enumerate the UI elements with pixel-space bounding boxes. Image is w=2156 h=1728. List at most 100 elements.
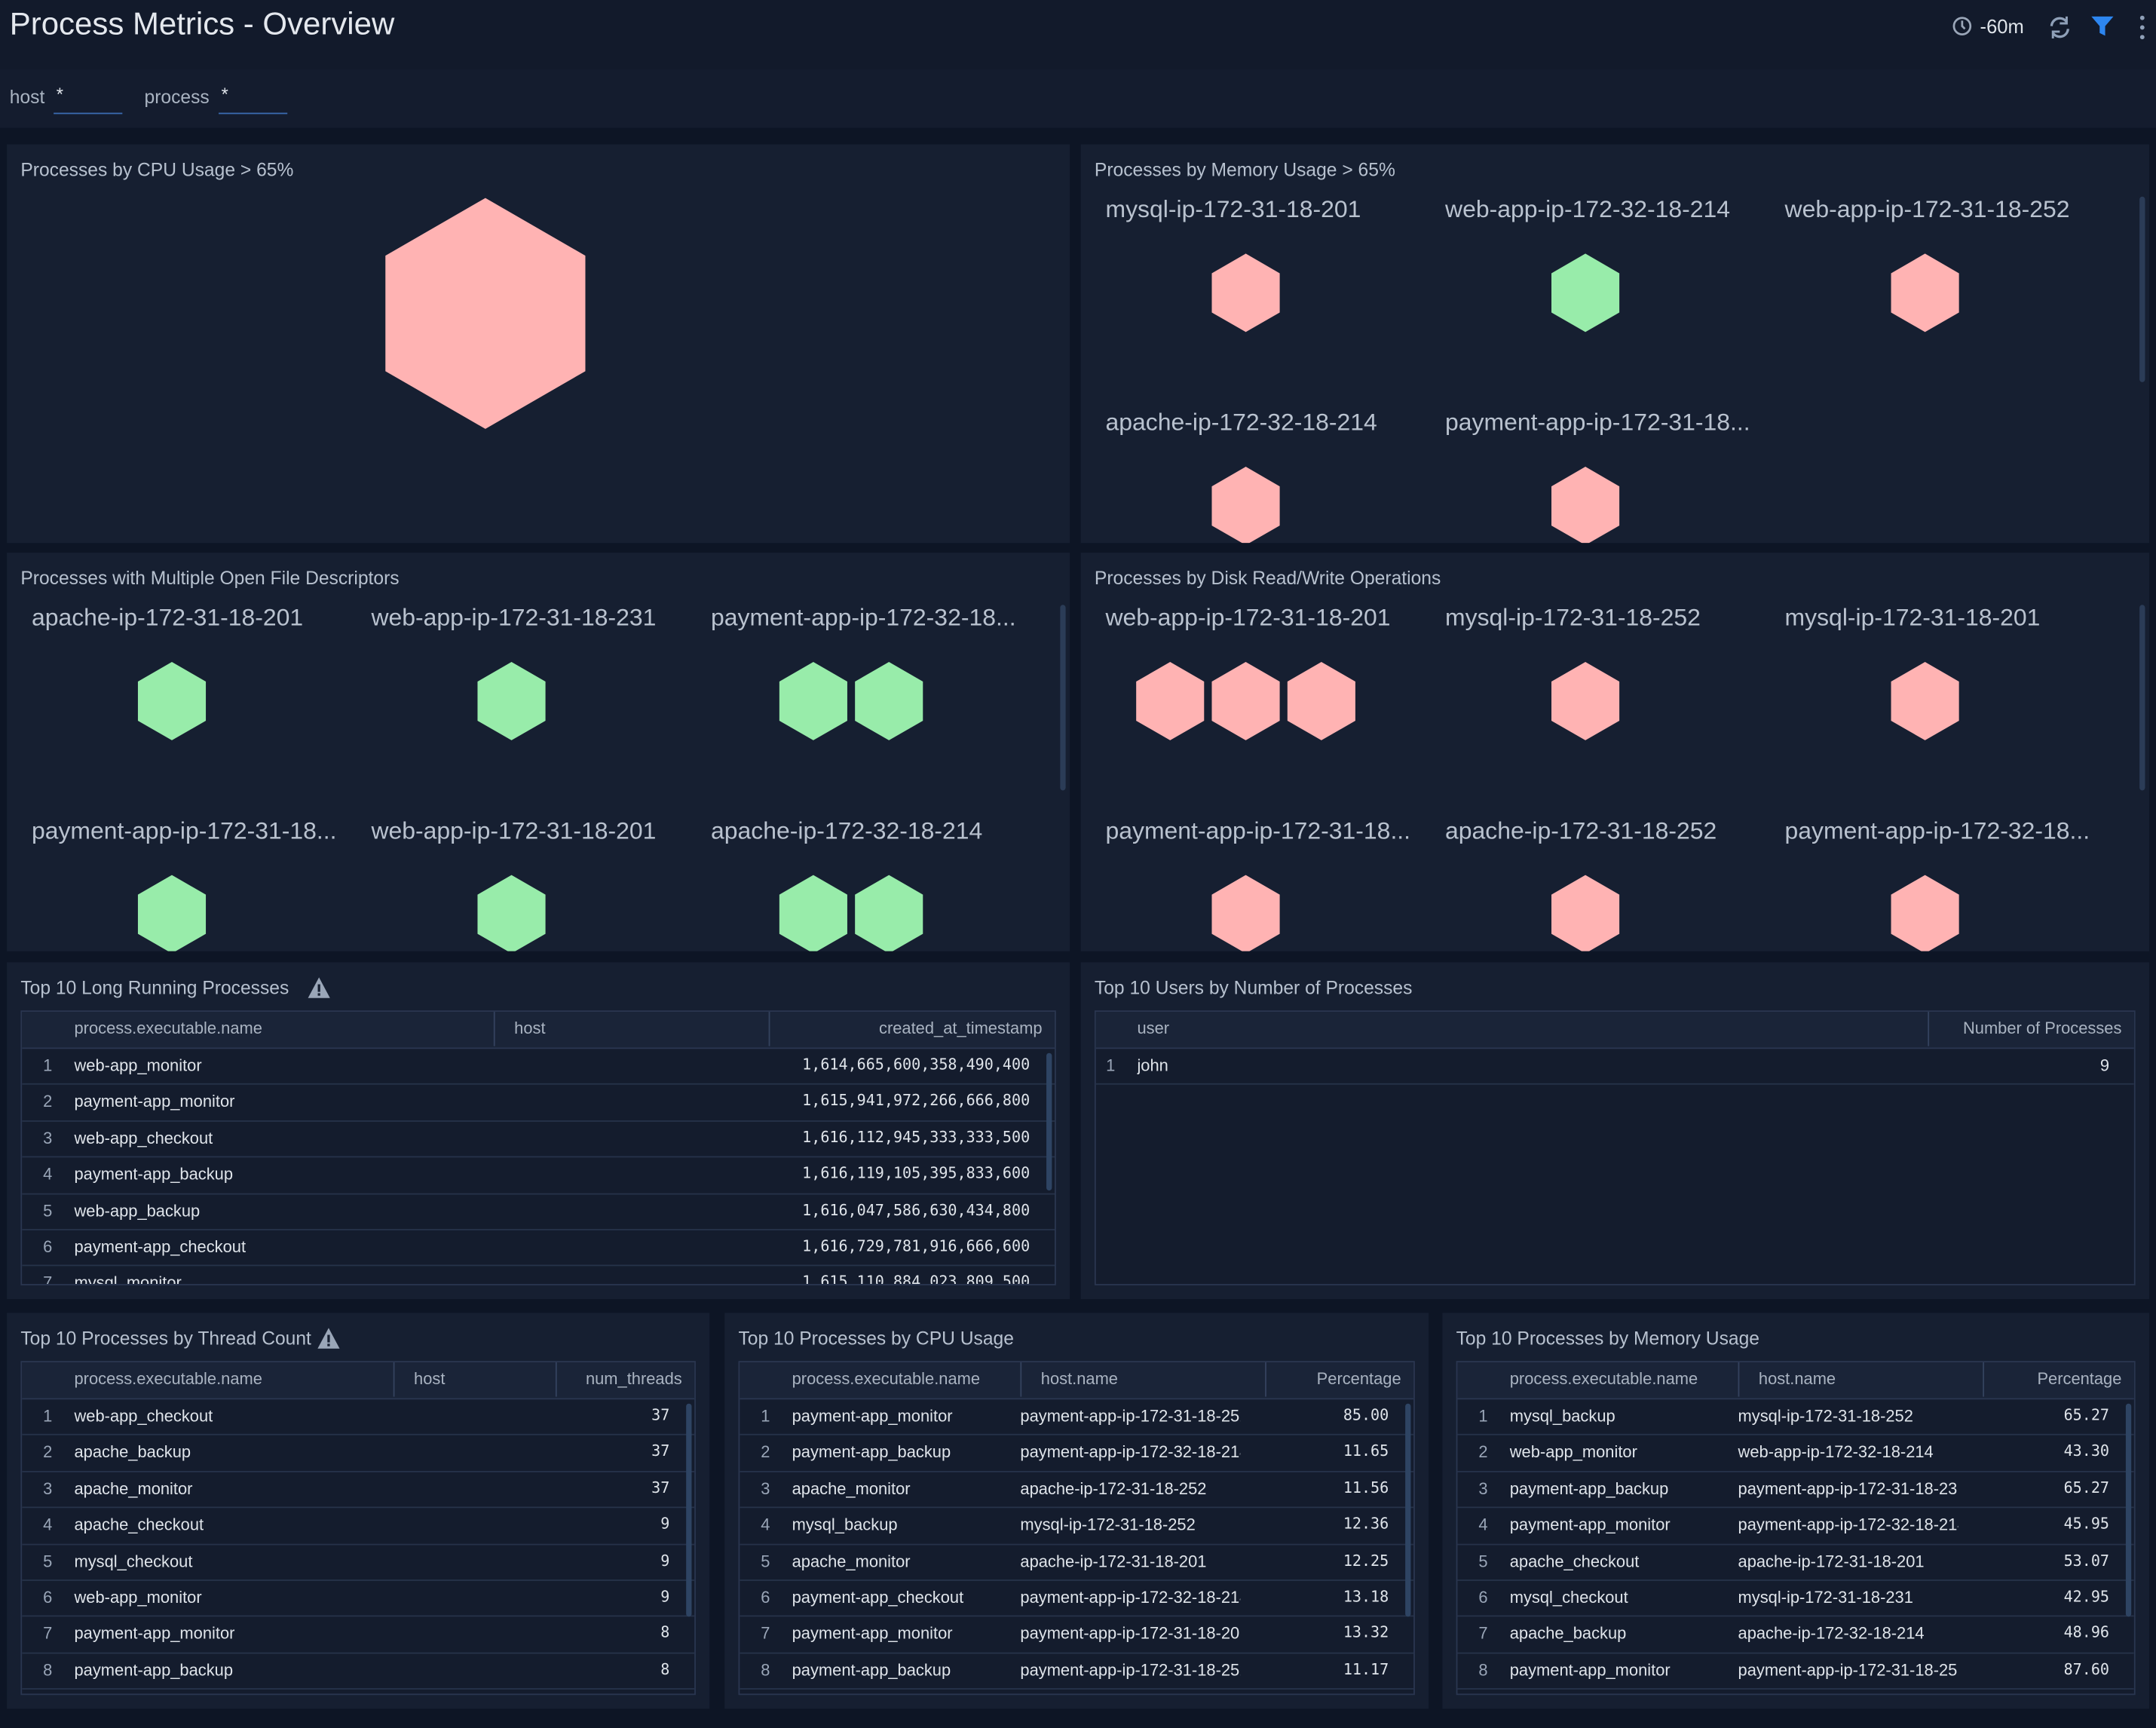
row-index: 1 (43, 1055, 53, 1075)
table-row: 7 apache_backup apache-ip-172-32-18-214 48.… (1457, 1616, 2134, 1654)
group-label: apache-ip-172-32-18-214 (711, 817, 983, 844)
hexagon[interactable] (1891, 875, 1959, 951)
table-row: 6 web-app_monitor 9 (22, 1579, 695, 1618)
page-title: Process Metrics - Overview (9, 5, 395, 41)
time-range[interactable]: -60m (1980, 15, 2024, 38)
hexagon[interactable] (779, 661, 847, 740)
table-cell: payment-app_backup (74, 1164, 234, 1184)
hexagon[interactable] (385, 198, 586, 429)
table-row: 4 mysql_backup mysql-ip-172-31-18-252 12.36 (740, 1507, 1414, 1545)
hexagon[interactable] (137, 875, 207, 951)
group-label: web-app-ip-172-31-18-252 (1784, 195, 2070, 223)
row-index: 7 (761, 1624, 770, 1644)
group-label: web-app-ip-172-32-18-214 (1445, 195, 1730, 223)
row-index: 8 (1478, 1660, 1488, 1680)
table: process.executable.name host num_threads 1 w… (20, 1361, 696, 1696)
table-cell: 9 (2099, 1055, 2110, 1075)
table-row: 8 payment-app_monitor payment-app-ip-172-3… (1457, 1652, 2134, 1690)
row-index: 7 (43, 1273, 53, 1285)
row-index: 4 (761, 1515, 770, 1535)
table-cell: 53.07 (2063, 1551, 2110, 1570)
warning-icon[interactable] (317, 1327, 341, 1350)
table-cell: payment-app_checkout (792, 1588, 964, 1607)
table-cell: 13.18 (1343, 1588, 1389, 1606)
table-cell: apache_monitor (792, 1551, 911, 1571)
column-header: host (493, 1012, 776, 1046)
hexagon[interactable] (1551, 467, 1620, 544)
table-cell: payment-app-ip-172-31-18-231 (1738, 1478, 1958, 1499)
table-cell: 1,616,047,586,630,434,800 (802, 1200, 1031, 1219)
hexagon[interactable] (1211, 467, 1280, 544)
hexagon[interactable] (1136, 661, 1205, 740)
table-cell: 11.17 (1343, 1660, 1389, 1679)
hexagon[interactable] (137, 661, 207, 740)
table-row: 1 web-app_checkout 37 (22, 1398, 695, 1436)
row-index: 5 (43, 1551, 53, 1571)
table-row: 4 payment-app_backup 1,616,119,105,395,833… (22, 1157, 1055, 1194)
table-row: 1 mysql_backup mysql-ip-172-31-18-252 65.27 (1457, 1398, 2134, 1436)
hexagon[interactable] (1891, 253, 1959, 332)
table-cell: mysql-ip-172-31-18-252 (1020, 1515, 1196, 1535)
hexagon[interactable] (855, 875, 923, 951)
table-cell: payment-app-ip-172-32-18-214 (1020, 1588, 1241, 1607)
table-cell: 37 (651, 1478, 670, 1497)
table-cell: mysql_checkout (74, 1551, 193, 1571)
hexagon[interactable] (1211, 253, 1280, 332)
table-row: 1 payment-app_monitor payment-app-ip-172-3… (740, 1398, 1414, 1436)
row-index: 3 (43, 1478, 53, 1499)
table-cell: payment-app_monitor (1509, 1660, 1671, 1680)
hexagon[interactable] (779, 875, 847, 951)
table-cell: web-app_monitor (1509, 1442, 1637, 1462)
hexagon[interactable] (855, 661, 923, 740)
table-cell: apache_monitor (792, 1478, 911, 1499)
filter-input[interactable]: * (54, 84, 123, 115)
hexagon[interactable] (1551, 661, 1620, 740)
table-cell: 45.95 (2063, 1515, 2110, 1533)
panel-title: Top 10 Processes by Thread Count (20, 1328, 311, 1349)
row-index: 6 (43, 1588, 53, 1607)
table-header: process.executable.name host created_at_ti… (22, 1012, 1055, 1049)
row-index: 1 (1478, 1406, 1488, 1426)
table-cell: payment-app_monitor (792, 1624, 953, 1644)
group-label: apache-ip-172-32-18-214 (1105, 408, 1377, 437)
table-body: 1 web-app_checkout 37 2 apache_backup 37 3 apac… (22, 1398, 695, 1693)
hexagon[interactable] (477, 875, 546, 951)
table-cell: mysql_monitor (74, 1273, 182, 1285)
filter-input[interactable]: * (219, 84, 288, 115)
panel-title: Top 10 Users by Number of Processes (1094, 977, 1413, 998)
table-cell: web-app-ip-172-32-18-214 (1738, 1442, 1934, 1462)
table-row: 1 web-app_monitor 1,614,665,600,358,490,40… (22, 1047, 1055, 1086)
hexagon[interactable] (1551, 253, 1620, 332)
clock-icon[interactable] (1949, 14, 1974, 38)
table-row: 1 john 9 (1095, 1047, 2134, 1086)
filter-label: process (144, 86, 210, 108)
hexagon[interactable] (1891, 661, 1959, 740)
hexagon[interactable] (1211, 661, 1280, 740)
hexagon[interactable] (1551, 875, 1620, 951)
honeycomb (385, 198, 586, 429)
table-row: 2 payment-app_backup payment-app-ip-172-32… (740, 1435, 1414, 1472)
table-cell: web-app_monitor (74, 1588, 202, 1607)
hexagon[interactable] (477, 661, 546, 740)
menu-icon[interactable] (2136, 14, 2149, 41)
table-cell: payment-app-ip-172-32-18-214 (1020, 1442, 1241, 1462)
table-cell: 37 (651, 1406, 670, 1425)
table-cell: apache-ip-172-31-18-252 (1020, 1478, 1207, 1499)
table-header: process.executable.name host.name Percenta… (1457, 1362, 2134, 1400)
row-index: 2 (43, 1092, 53, 1112)
hexagon[interactable] (1211, 875, 1280, 951)
table-cell: payment-app_monitor (1509, 1515, 1671, 1535)
table-cell: 12.36 (1343, 1515, 1389, 1533)
group-label: payment-app-ip-172-31-18... (31, 817, 337, 844)
table-cell: 1,616,112,945,333,333,500 (802, 1128, 1031, 1147)
table-cell: payment-app_backup (792, 1660, 951, 1680)
table-row: 6 mysql_checkout mysql-ip-172-31-18-231 42.… (1457, 1579, 2134, 1618)
warning-icon[interactable] (307, 976, 332, 1000)
row-index: 6 (761, 1588, 770, 1607)
filter-icon[interactable] (2090, 14, 2115, 38)
table-panel: Top 10 Users by Number of Processes user N… (1080, 962, 2149, 1300)
table-cell: 85.00 (1343, 1406, 1389, 1425)
hexagon[interactable] (1287, 661, 1355, 740)
row-index: 4 (43, 1164, 53, 1184)
refresh-icon[interactable] (2046, 14, 2073, 41)
